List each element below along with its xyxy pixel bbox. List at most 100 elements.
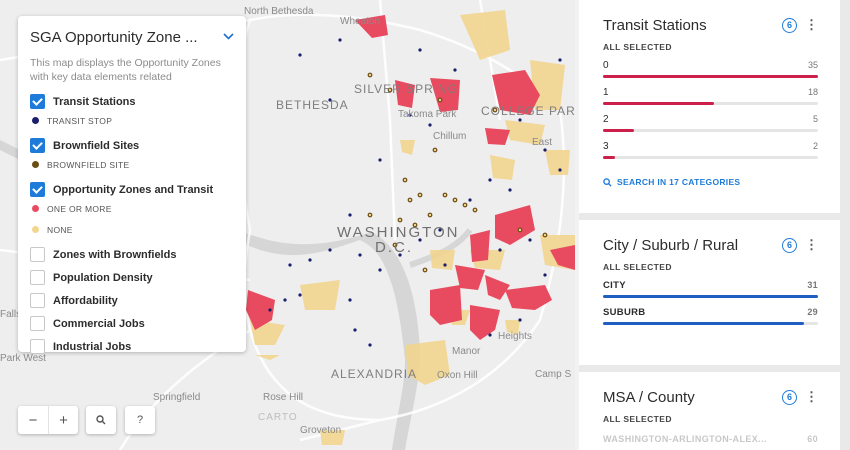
category-bar	[603, 129, 634, 132]
legend-swatch	[32, 161, 39, 168]
legend-swatch	[32, 205, 39, 212]
category-bar	[603, 102, 714, 105]
legend-entry: TRANSIT STOP	[30, 113, 234, 128]
map-view[interactable]: North Bethesda Wheaton BETHESDA SILVER S…	[0, 0, 575, 450]
carto-attribution: CARTO	[258, 412, 298, 423]
layer-toggle-icon[interactable]: 6	[782, 17, 797, 33]
category-label: 3	[603, 141, 609, 152]
place-label: Takoma Park	[398, 109, 457, 120]
category-row[interactable]: SUBURB 29	[603, 307, 818, 325]
search-button[interactable]	[86, 406, 116, 434]
zoom-in-button[interactable]: +	[48, 406, 78, 434]
legend-entry-label: NONE	[47, 224, 73, 235]
layer-checkbox[interactable]	[30, 138, 45, 153]
zoom-control: − +	[18, 406, 78, 434]
layer-toggle[interactable]: Opportunity Zones and Transit	[30, 178, 234, 201]
category-count: 31	[807, 280, 818, 290]
legend-entry: NONE	[30, 222, 234, 237]
chevron-down-icon[interactable]	[223, 31, 234, 43]
layer-label: Brownfield Sites	[53, 139, 140, 152]
place-label: North Bethesda	[244, 6, 314, 17]
layer-checkbox[interactable]	[30, 316, 45, 331]
layer-toggle[interactable]: Transit Stations	[30, 90, 234, 113]
category-bar-track	[603, 322, 818, 325]
selection-status: ALL SELECTED	[603, 262, 672, 272]
layer-list: Transit Stations TRANSIT STOP Brownfield S…	[30, 90, 234, 358]
help-button[interactable]: ?	[125, 406, 155, 434]
category-label: SUBURB	[603, 307, 646, 318]
category-row[interactable]: CITY 31	[603, 280, 818, 298]
layer-checkbox[interactable]	[30, 94, 45, 109]
category-label: 2	[603, 114, 609, 125]
layer-label: Transit Stations	[53, 95, 136, 108]
legend-header[interactable]: SGA Opportunity Zone ...	[30, 26, 234, 48]
place-label: WASHINGTON	[337, 224, 460, 241]
category-bar-track	[603, 75, 818, 78]
layer-checkbox[interactable]	[30, 339, 45, 354]
category-bar	[603, 322, 805, 325]
place-label: Oxon Hill	[437, 370, 478, 381]
layer-checkbox[interactable]	[30, 293, 45, 308]
search-icon	[603, 177, 612, 187]
widget-title: MSA / County	[603, 388, 695, 406]
layer-toggle[interactable]: Affordability	[30, 289, 234, 312]
category-count: 18	[807, 87, 818, 97]
place-label: D.C.	[375, 239, 413, 256]
layer-label: Affordability	[53, 294, 118, 307]
layer-checkbox[interactable]	[30, 182, 45, 197]
place-label: SILVER SPRING	[354, 82, 459, 96]
place-label: Park West	[0, 353, 46, 364]
place-label: Groveton	[300, 425, 342, 436]
category-bar-track	[603, 129, 818, 132]
layer-toggle-icon[interactable]: 6	[782, 237, 797, 253]
more-options-icon[interactable]: ⋮	[805, 237, 818, 252]
place-label: Rose Hill	[263, 392, 304, 403]
category-list: CITY 31 SUBURB 29	[603, 280, 818, 325]
search-categories-label: SEARCH IN 17 CATEGORIES	[617, 177, 741, 187]
place-label: COLLEGE PARK	[481, 104, 575, 118]
category-row[interactable]: 1 18	[603, 87, 818, 105]
zoom-out-button[interactable]: −	[28, 411, 38, 429]
place-label: Chillum	[433, 131, 467, 142]
widgets-sidebar[interactable]: Transit Stations 6 ⋮ ALL SELECTED 0 35 1 18…	[579, 0, 850, 450]
category-bar	[603, 75, 818, 78]
layer-toggle[interactable]: Industrial Jobs	[30, 335, 234, 358]
help-icon: ?	[136, 414, 144, 426]
category-count: 35	[807, 60, 818, 70]
layer-toggle[interactable]: Population Density	[30, 266, 234, 289]
category-label: 1	[603, 87, 609, 98]
place-label: Falls	[0, 309, 22, 320]
category-bar-track	[603, 295, 818, 298]
place-label: Springfield	[153, 392, 201, 403]
place-label: ALEXANDRIA	[331, 367, 418, 381]
selection-status: ALL SELECTED	[603, 42, 672, 52]
legend-panel: SGA Opportunity Zone ... This map displa…	[18, 16, 246, 354]
layer-checkbox[interactable]	[30, 270, 45, 285]
place-label: Manor	[452, 346, 481, 357]
selection-status: ALL SELECTED	[603, 414, 672, 424]
layer-toggle[interactable]: Brownfield Sites	[30, 134, 234, 157]
category-count: 60	[807, 434, 818, 444]
layer-toggle-icon[interactable]: 6	[782, 389, 797, 405]
legend-entry-label: TRANSIT STOP	[47, 115, 113, 126]
category-label: WASHINGTON-ARLINGTON-ALEX...	[603, 434, 767, 444]
more-options-icon[interactable]: ⋮	[805, 389, 818, 404]
layer-toggle[interactable]: Commercial Jobs	[30, 312, 234, 335]
category-row[interactable]: WASHINGTON-ARLINGTON-ALEX... 60	[603, 434, 818, 444]
legend-entry: ONE OR MORE	[30, 201, 234, 216]
legend-swatch	[32, 226, 39, 233]
category-row[interactable]: 0 35	[603, 60, 818, 78]
layer-label: Zones with Brownfields	[53, 248, 177, 261]
more-options-icon[interactable]: ⋮	[805, 17, 818, 32]
layer-checkbox[interactable]	[30, 247, 45, 262]
search-categories-link[interactable]: SEARCH IN 17 CATEGORIES	[603, 177, 818, 187]
legend-entry-label: ONE OR MORE	[47, 203, 112, 214]
category-bar-track	[603, 156, 818, 159]
layer-toggle[interactable]: Zones with Brownfields	[30, 243, 234, 266]
legend-swatch	[32, 117, 39, 124]
widget-title: City / Suburb / Rural	[603, 236, 739, 254]
widget-msa-county: MSA / County 6 ⋮ ALL SELECTED WASHINGTON…	[579, 372, 840, 450]
